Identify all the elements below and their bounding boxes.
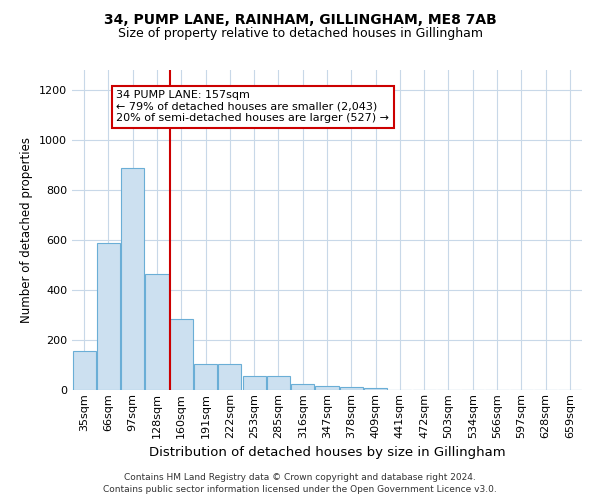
Bar xyxy=(97,242,120,390)
Bar xyxy=(316,386,338,390)
Text: 34 PUMP LANE: 157sqm
← 79% of detached houses are smaller (2,043)
20% of semi-de: 34 PUMP LANE: 157sqm ← 79% of detached h… xyxy=(116,90,389,123)
Bar xyxy=(218,364,241,390)
Text: 34, PUMP LANE, RAINHAM, GILLINGHAM, ME8 7AB: 34, PUMP LANE, RAINHAM, GILLINGHAM, ME8 … xyxy=(104,12,496,26)
Text: Contains HM Land Registry data © Crown copyright and database right 2024.: Contains HM Land Registry data © Crown c… xyxy=(124,472,476,482)
Bar xyxy=(194,364,217,390)
Bar xyxy=(267,376,290,390)
Bar xyxy=(170,319,193,390)
Bar xyxy=(291,384,314,390)
Y-axis label: Number of detached properties: Number of detached properties xyxy=(20,137,34,323)
Bar xyxy=(145,274,169,390)
Bar xyxy=(364,388,387,390)
Bar xyxy=(73,351,95,390)
Text: Size of property relative to detached houses in Gillingham: Size of property relative to detached ho… xyxy=(118,28,482,40)
Bar xyxy=(242,376,266,390)
X-axis label: Distribution of detached houses by size in Gillingham: Distribution of detached houses by size … xyxy=(149,446,505,459)
Text: Contains public sector information licensed under the Open Government Licence v3: Contains public sector information licen… xyxy=(103,485,497,494)
Bar xyxy=(121,168,144,390)
Bar xyxy=(340,387,363,390)
